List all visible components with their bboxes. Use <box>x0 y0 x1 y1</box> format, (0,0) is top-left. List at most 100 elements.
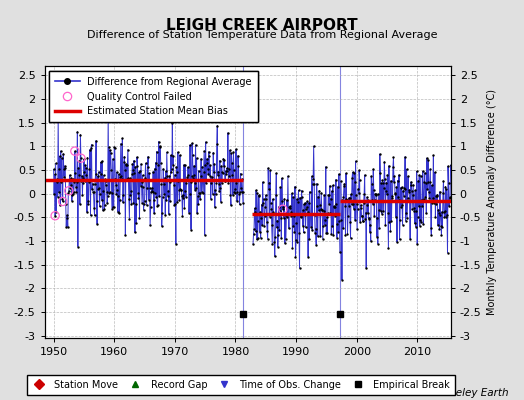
Point <box>397 184 406 190</box>
Point <box>333 221 342 227</box>
Point <box>276 208 284 215</box>
Point <box>57 148 65 154</box>
Point <box>408 188 416 194</box>
Point <box>193 193 202 200</box>
Point <box>176 186 184 192</box>
Point <box>136 182 145 189</box>
Point <box>368 201 377 207</box>
Point <box>82 172 91 178</box>
Point <box>196 196 204 202</box>
Point <box>414 203 423 209</box>
Point <box>205 172 214 179</box>
Point <box>427 225 435 232</box>
Point <box>154 162 162 168</box>
Point <box>104 112 112 118</box>
Point <box>110 144 118 150</box>
Point <box>134 190 142 196</box>
Point <box>413 241 421 247</box>
Point <box>409 182 417 188</box>
Point <box>203 156 211 162</box>
Point <box>339 225 347 232</box>
Point <box>308 227 316 233</box>
Point <box>53 179 61 185</box>
Point <box>369 186 378 193</box>
Point <box>204 171 212 178</box>
Point <box>224 180 233 186</box>
Point <box>425 179 434 186</box>
Point <box>365 214 374 221</box>
Point <box>77 155 85 162</box>
Point <box>79 175 87 182</box>
Point <box>94 169 103 175</box>
Point <box>259 196 268 202</box>
Point <box>65 177 73 184</box>
Point <box>258 179 267 185</box>
Point <box>383 191 391 198</box>
Point <box>412 168 421 175</box>
Point <box>326 196 335 202</box>
Point <box>198 164 206 170</box>
Point <box>443 250 452 256</box>
Point <box>180 162 188 168</box>
Point <box>195 190 203 196</box>
Point <box>334 229 343 235</box>
Point <box>58 155 66 161</box>
Point <box>396 184 405 191</box>
Point <box>363 194 372 200</box>
Point <box>370 213 378 219</box>
Point <box>101 202 109 208</box>
Point <box>167 152 175 158</box>
Point <box>214 172 222 178</box>
Point <box>353 206 362 212</box>
Point <box>329 232 337 238</box>
Point <box>313 233 322 240</box>
Point <box>78 192 86 198</box>
Point <box>298 194 306 201</box>
Point <box>234 163 243 170</box>
Point <box>191 187 199 193</box>
Point <box>202 160 211 166</box>
Point <box>177 187 185 194</box>
Point <box>346 219 354 226</box>
Point <box>83 209 91 215</box>
Point <box>150 210 158 217</box>
Point <box>125 196 133 203</box>
Point <box>87 145 95 152</box>
Point <box>318 207 326 213</box>
Point <box>99 188 107 194</box>
Point <box>409 205 418 211</box>
Point <box>271 234 279 240</box>
Point <box>316 206 325 212</box>
Point <box>275 204 283 210</box>
Point <box>267 200 275 206</box>
Point <box>110 204 118 210</box>
Point <box>90 189 98 196</box>
Point <box>292 219 301 226</box>
Point <box>165 173 173 179</box>
Point <box>182 194 190 200</box>
Point <box>415 172 423 178</box>
Point <box>191 142 200 148</box>
Point <box>67 182 75 188</box>
Point <box>80 156 88 163</box>
Point <box>96 191 104 197</box>
Point <box>283 173 292 180</box>
Point <box>252 187 260 194</box>
Point <box>190 180 199 186</box>
Point <box>77 178 85 184</box>
Point <box>323 214 331 221</box>
Point <box>328 223 336 229</box>
Point <box>385 162 393 169</box>
Point <box>74 243 82 250</box>
Point <box>406 198 414 205</box>
Point <box>320 208 328 214</box>
Point <box>277 235 286 242</box>
Point <box>220 156 228 163</box>
Point <box>381 222 389 228</box>
Point <box>116 197 124 204</box>
Point <box>401 218 410 224</box>
Point <box>380 175 389 182</box>
Point <box>442 186 451 192</box>
Point <box>201 232 209 238</box>
Point <box>438 223 446 230</box>
